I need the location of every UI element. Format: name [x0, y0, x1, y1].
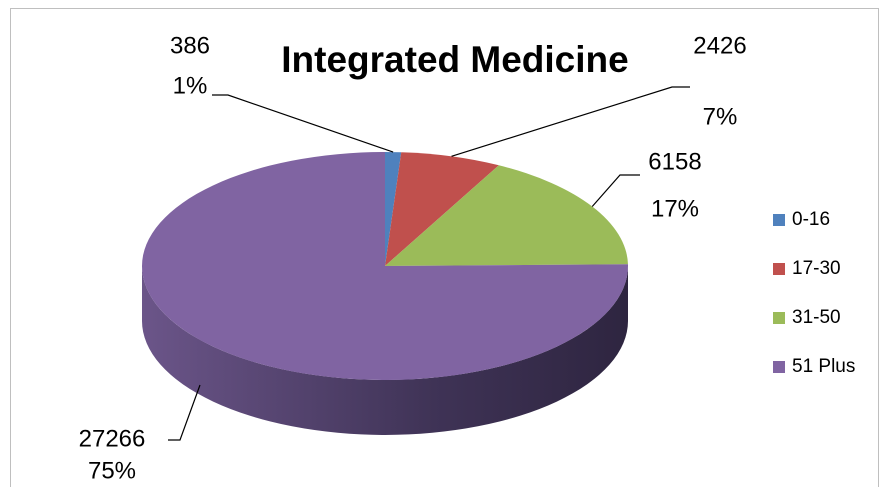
slice: [385, 152, 499, 266]
data-label-percent: 1%: [173, 72, 208, 99]
legend-label: 17-30: [792, 258, 841, 279]
data-label: 386: [170, 32, 210, 59]
legend-swatch: [773, 263, 785, 275]
slice: [142, 152, 629, 381]
legend-label: 31-50: [792, 307, 841, 328]
leader-line: [168, 384, 201, 441]
legend-swatch: [773, 312, 785, 324]
data-label: 6158: [648, 148, 701, 175]
slice: [385, 152, 402, 266]
slice-side: [142, 266, 628, 435]
chart-title: Integrated Medicine: [281, 39, 628, 80]
slice: [385, 165, 628, 266]
leader-line: [591, 174, 640, 207]
data-label-percent: 75%: [88, 457, 136, 484]
legend-swatch: [773, 214, 785, 226]
legend-label: 51 Plus: [792, 356, 855, 377]
data-label-percent: 7%: [703, 103, 738, 130]
data-label: 2426: [693, 32, 746, 59]
leader-line: [212, 94, 394, 153]
legend-label: 0-16: [792, 209, 830, 230]
legend-swatch: [773, 361, 785, 373]
data-label: 27266: [79, 425, 146, 452]
leader-line: [451, 86, 690, 157]
data-label-percent: 17%: [651, 195, 699, 222]
